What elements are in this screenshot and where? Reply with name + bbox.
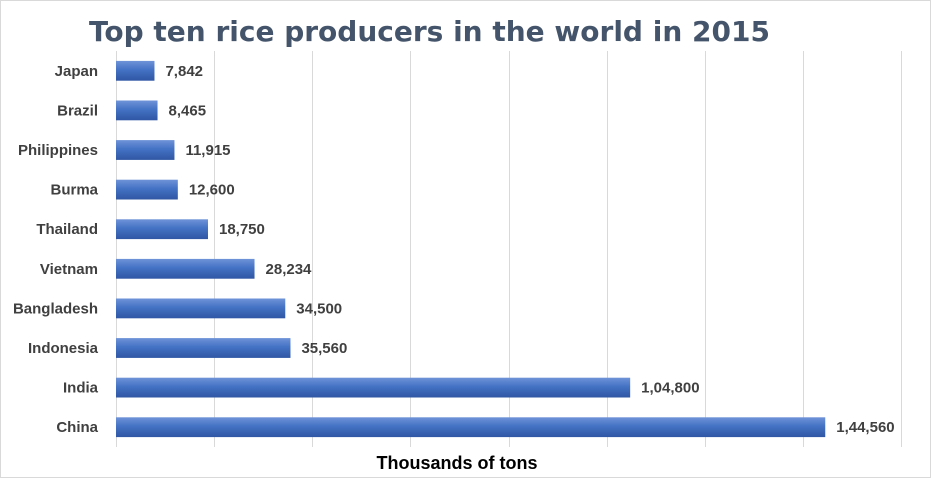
category-label-vietnam: Vietnam [40,261,98,278]
category-label-philippines: Philippines [18,142,98,159]
bar-china [116,417,826,438]
category-label-bangladesh: Bangladesh [13,300,98,317]
data-label-japan: 7,842 [165,63,203,80]
bar-thailand [116,219,208,240]
x-axis-title: Thousands of tons [377,453,538,473]
category-label-thailand: Thailand [36,221,98,238]
data-label-brazil: 8,465 [169,102,207,119]
data-label-thailand: 18,750 [219,221,265,238]
category-label-burma: Burma [50,182,98,199]
data-labels: 7,842 8,465 11,915 12,600 18,750 28,234 34,500… [165,63,894,436]
bar-india [116,377,631,398]
data-label-burma: 12,600 [189,182,235,199]
data-label-bangladesh: 34,500 [296,300,342,317]
category-label-india: India [63,380,99,397]
chart-title: Top ten rice producers in the world in 2… [89,15,770,48]
bar-bangladesh [116,298,286,319]
data-label-indonesia: 35,560 [301,340,347,357]
bar-japan [116,60,155,81]
category-label-indonesia: Indonesia [28,340,99,357]
bar-indonesia [116,338,291,358]
bars [116,60,826,438]
category-label-brazil: Brazil [57,102,98,119]
data-label-china: 1,44,560 [836,419,894,436]
gridlines [116,51,902,447]
category-label-japan: Japan [55,63,98,80]
data-label-india: 1,04,800 [641,380,699,397]
bar-burma [116,179,178,200]
category-labels: Japan Brazil Philippines Burma Thailand Vietn… [13,63,99,436]
bar-vietnam [116,258,255,279]
data-label-philippines: 11,915 [185,142,230,159]
bar-philippines [116,140,175,160]
bar-brazil [116,100,158,121]
data-label-vietnam: 28,234 [266,261,313,278]
category-label-china: China [56,419,98,436]
